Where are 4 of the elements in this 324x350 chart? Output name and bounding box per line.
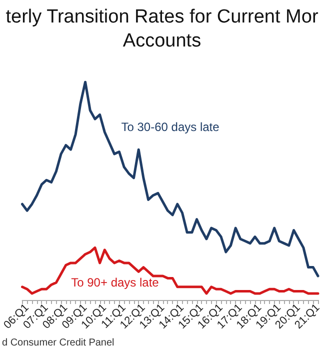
chart-title: terly Transition Rates for Current Mor Accounts [6,6,319,52]
series-label: To 90+ days late [71,276,160,290]
series-label: To 30-60 days late [121,120,220,134]
text: d Consumer Credit Panel [2,338,114,348]
